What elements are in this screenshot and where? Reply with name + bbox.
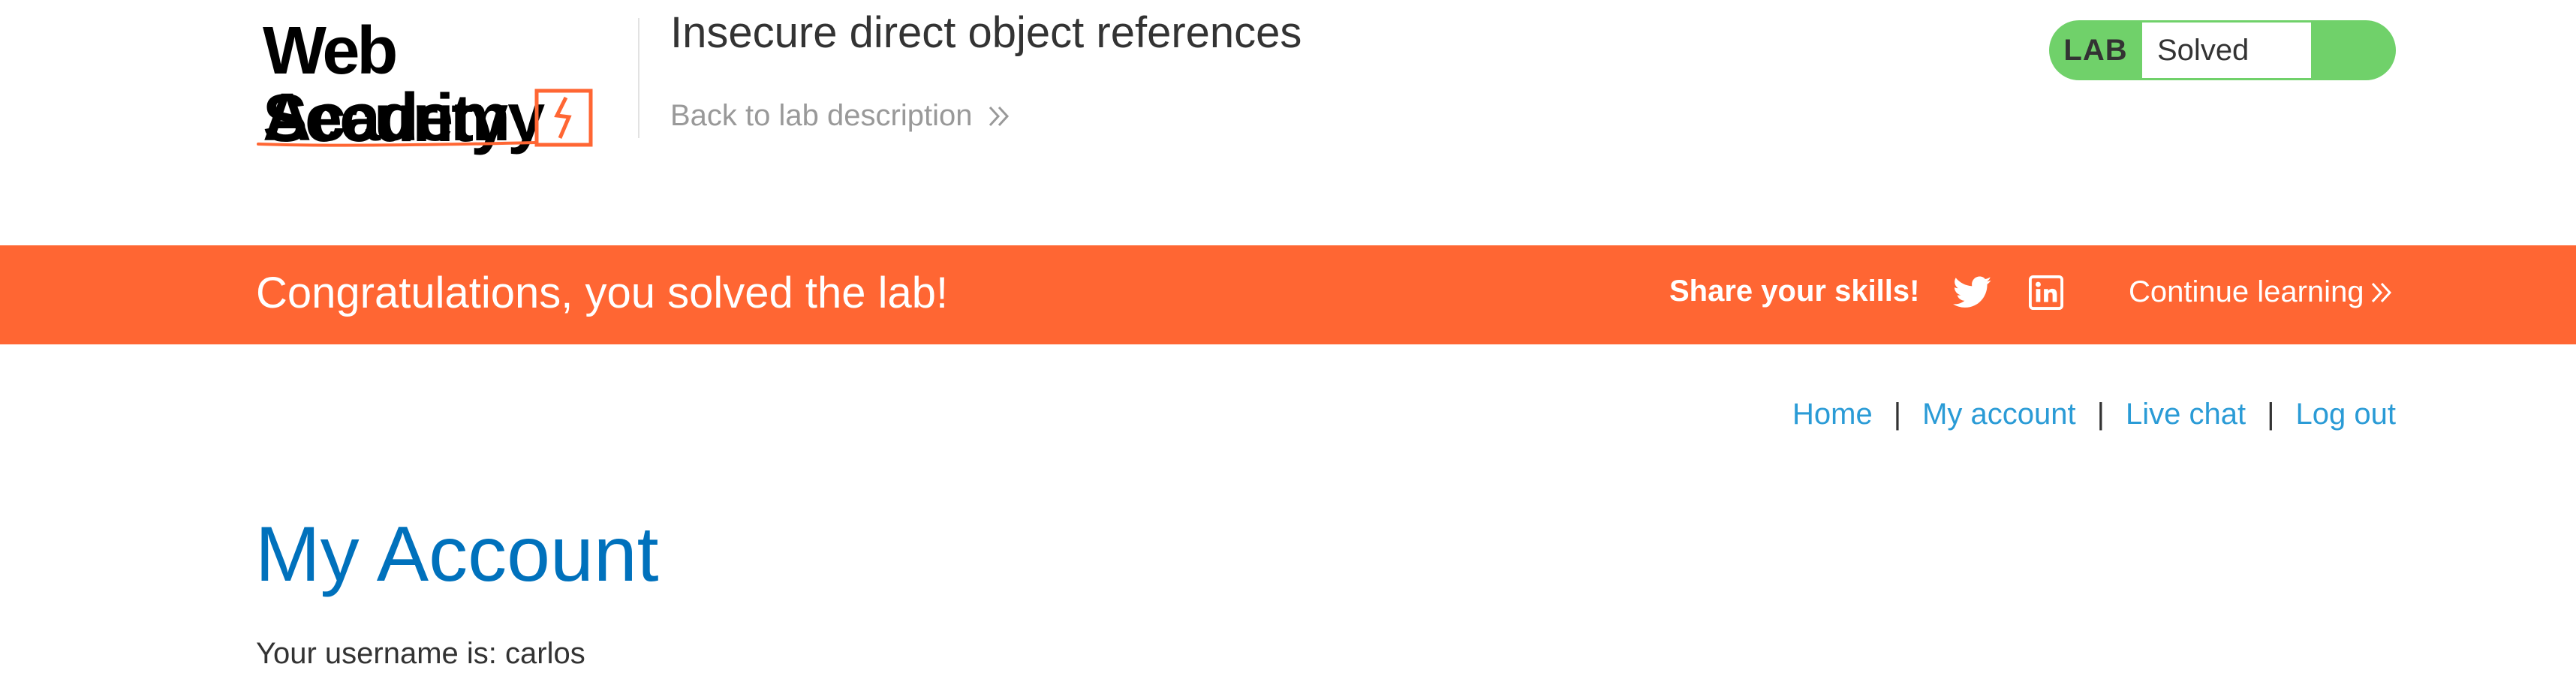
lab-status-widget: LAB Solved	[2049, 20, 2396, 80]
logo-underline-icon	[257, 141, 537, 147]
nav-separator: |	[2267, 398, 2275, 431]
twitter-icon[interactable]	[1953, 275, 1992, 310]
solved-banner: Congratulations, you solved the lab! Sha…	[0, 245, 2576, 344]
lab-header: Web Security Academy Insecure direct obj…	[0, 0, 2576, 245]
lab-title: Insecure direct object references	[670, 8, 1302, 57]
nav-log-out-link[interactable]: Log out	[2295, 398, 2396, 431]
nav-home-link[interactable]: Home	[1792, 398, 1873, 431]
page-title: My Account	[255, 511, 659, 598]
header-divider	[638, 18, 639, 138]
double-chevron-right-icon	[2371, 282, 2391, 302]
share-skills-label: Share your skills!	[1669, 275, 1920, 308]
linkedin-icon[interactable]	[2029, 275, 2063, 310]
nav-separator: |	[2096, 398, 2105, 431]
username-text: Your username is: carlos	[256, 637, 585, 670]
web-security-academy-logo[interactable]: Web Security Academy	[257, 15, 632, 154]
logo-line-1: Web Security	[263, 14, 508, 156]
congratulations-message: Congratulations, you solved the lab!	[256, 269, 949, 317]
double-chevron-right-icon	[989, 106, 1010, 126]
continue-learning-label: Continue learning	[2129, 275, 2364, 308]
top-navigation: Home | My account | Live chat | Log out	[1792, 398, 2396, 431]
nav-separator: |	[1893, 398, 1902, 431]
nav-my-account-link[interactable]: My account	[1922, 398, 2076, 431]
lab-status-label: LAB	[2063, 33, 2128, 67]
nav-live-chat-link[interactable]: Live chat	[2126, 398, 2246, 431]
lab-status-value: Solved	[2142, 23, 2311, 78]
logo-line-2: Academy	[263, 80, 545, 155]
back-link-label: Back to lab description	[670, 99, 973, 132]
logo-bolt-icon	[534, 89, 593, 147]
back-to-lab-description-link[interactable]: Back to lab description	[670, 99, 1011, 133]
continue-learning-link[interactable]: Continue learning	[2129, 275, 2393, 309]
